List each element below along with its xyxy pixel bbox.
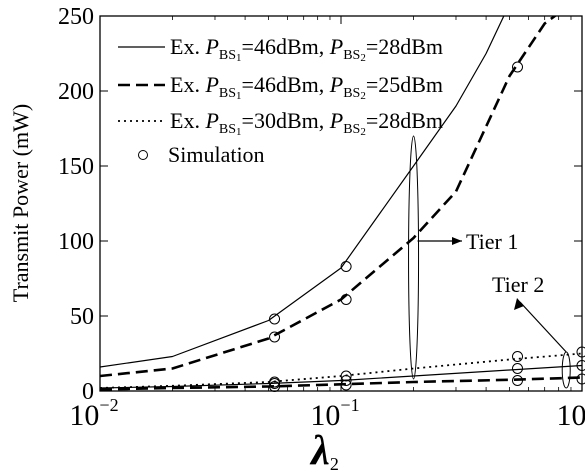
legend: Ex. PBS1=46dBm, PBS2=28dBm Ex. PBS1=46dBm… (118, 34, 443, 167)
legend-marker (138, 150, 148, 160)
y-tick-label: 200 (58, 79, 94, 105)
simulation-point (269, 378, 281, 389)
x-tick-label: 10−1 (310, 395, 359, 432)
legend-label: Ex. PBS1=30dBm, PBS2=28dBm (170, 108, 443, 138)
simulation-point (512, 375, 524, 386)
simulation-point (340, 294, 352, 305)
simulation-markers (269, 61, 585, 392)
tier1-ellipse (408, 135, 420, 380)
y-axis-label: Transmit Power (mW) (8, 104, 33, 302)
tier1-label: Tier 1 (466, 229, 518, 254)
simulation-point (269, 331, 281, 343)
simulation-point (340, 370, 352, 382)
simulation-point (269, 313, 281, 325)
x-tick-label: 100 (557, 395, 585, 432)
tier2-arrow (519, 301, 567, 353)
tier2-ellipse (561, 351, 571, 389)
series-line-dashed-tier1 (100, 16, 557, 378)
y-tick-label: 250 (58, 4, 94, 30)
simulation-point (512, 363, 524, 374)
simulation-point (340, 375, 352, 386)
simulation-point (576, 346, 585, 358)
legend-label: Ex. PBS1=46dBm, PBS2=28dBm (170, 34, 443, 64)
x-axis-label: λ2 (309, 428, 339, 474)
series-line-dotted-tier2 (100, 352, 582, 389)
simulation-point (576, 360, 585, 371)
tier1-arrowhead (452, 237, 462, 245)
series-line-solid-tier1 (100, 16, 505, 368)
y-tick-label: 100 (58, 229, 94, 255)
y-tick-label: 150 (58, 154, 94, 180)
annotations: Tier 1 Tier 2 (408, 135, 571, 389)
simulation-point (340, 379, 352, 391)
x-axis-label-main: λ (309, 428, 330, 474)
tier2-label: Tier 2 (492, 272, 544, 297)
legend-label: Ex. PBS1=46dBm, PBS2=25dBm (170, 72, 443, 102)
legend-label: Simulation (168, 142, 265, 167)
x-tick-label: 10−2 (69, 395, 118, 432)
simulation-point (269, 381, 281, 392)
x-axis-label-sub: 2 (330, 454, 339, 474)
tier2-arrowhead (514, 298, 524, 310)
simulation-point (512, 351, 524, 362)
series-group (100, 16, 582, 391)
simulation-point (512, 61, 524, 73)
simulation-point (576, 373, 585, 385)
axis-ticks: 0 50 100 150 200 250 10−2 10−1 100 (58, 4, 585, 432)
simulation-point (340, 261, 352, 272)
y-tick-label: 50 (70, 304, 94, 330)
y-tick-label: 0 (82, 379, 94, 405)
